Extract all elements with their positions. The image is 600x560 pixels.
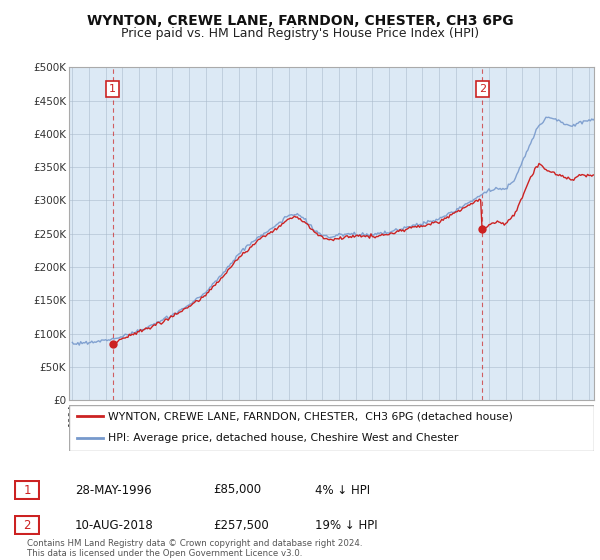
Text: This data is licensed under the Open Government Licence v3.0.: This data is licensed under the Open Gov… xyxy=(27,549,302,558)
Text: 2: 2 xyxy=(479,84,486,94)
Text: HPI: Average price, detached house, Cheshire West and Chester: HPI: Average price, detached house, Ches… xyxy=(109,433,459,443)
Text: WYNTON, CREWE LANE, FARNDON, CHESTER,  CH3 6PG (detached house): WYNTON, CREWE LANE, FARNDON, CHESTER, CH… xyxy=(109,412,513,421)
Text: 2: 2 xyxy=(23,519,31,532)
Text: 1: 1 xyxy=(109,84,116,94)
Text: 28-MAY-1996: 28-MAY-1996 xyxy=(75,483,152,497)
Text: 1: 1 xyxy=(23,483,31,497)
Text: 19% ↓ HPI: 19% ↓ HPI xyxy=(315,519,377,532)
Text: £85,000: £85,000 xyxy=(213,483,261,497)
Text: 10-AUG-2018: 10-AUG-2018 xyxy=(75,519,154,532)
Text: Price paid vs. HM Land Registry's House Price Index (HPI): Price paid vs. HM Land Registry's House … xyxy=(121,27,479,40)
Text: 4% ↓ HPI: 4% ↓ HPI xyxy=(315,483,370,497)
Text: WYNTON, CREWE LANE, FARNDON, CHESTER, CH3 6PG: WYNTON, CREWE LANE, FARNDON, CHESTER, CH… xyxy=(86,14,514,28)
Text: £257,500: £257,500 xyxy=(213,519,269,532)
Text: Contains HM Land Registry data © Crown copyright and database right 2024.: Contains HM Land Registry data © Crown c… xyxy=(27,539,362,548)
